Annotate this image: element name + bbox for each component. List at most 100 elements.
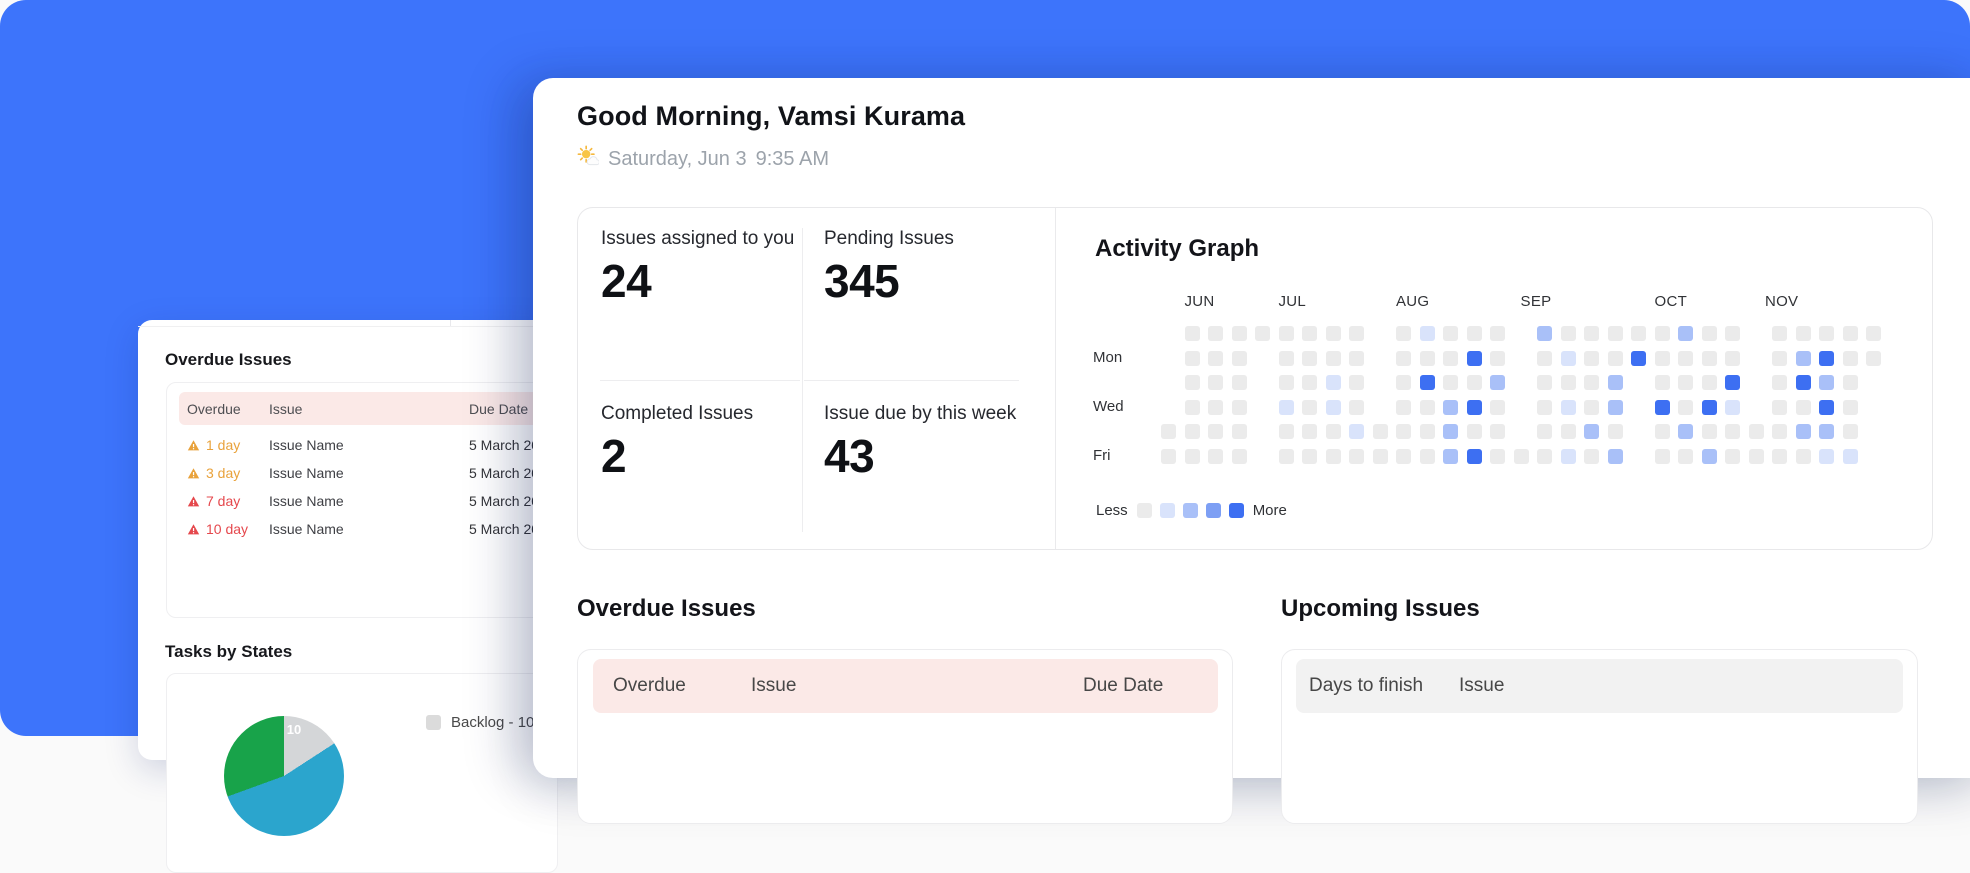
activity-cell[interactable] xyxy=(1584,449,1599,464)
activity-cell[interactable] xyxy=(1560,326,1576,341)
activity-cell[interactable] xyxy=(1701,424,1717,440)
activity-cell[interactable] xyxy=(1842,350,1858,366)
activity-cell[interactable] xyxy=(1349,449,1364,464)
activity-cell[interactable] xyxy=(1654,449,1670,464)
activity-cell[interactable] xyxy=(1466,326,1482,341)
activity-cell[interactable] xyxy=(1161,424,1176,440)
activity-cell[interactable] xyxy=(1678,350,1693,366)
activity-cell[interactable] xyxy=(1537,375,1552,391)
activity-cell[interactable] xyxy=(1466,449,1482,464)
activity-cell[interactable] xyxy=(1772,326,1787,341)
activity-cell[interactable] xyxy=(1396,350,1411,366)
activity-cell[interactable] xyxy=(1466,424,1482,440)
activity-cell[interactable] xyxy=(1725,350,1740,366)
activity-cell[interactable] xyxy=(1819,375,1834,391)
activity-cell[interactable] xyxy=(1725,449,1740,464)
activity-cell[interactable] xyxy=(1819,326,1834,341)
activity-cell[interactable] xyxy=(1701,326,1717,341)
activity-cell[interactable] xyxy=(1466,350,1482,366)
activity-cell[interactable] xyxy=(1842,375,1858,391)
activity-cell[interactable] xyxy=(1208,399,1223,415)
bg-overdue-row[interactable]: 10 day Issue Name 5 March 202 xyxy=(167,521,557,541)
activity-cell[interactable] xyxy=(1490,424,1505,440)
activity-cell[interactable] xyxy=(1725,326,1740,341)
activity-cell[interactable] xyxy=(1701,449,1717,464)
activity-cell[interactable] xyxy=(1443,399,1458,415)
activity-cell[interactable] xyxy=(1654,350,1670,366)
activity-cell[interactable] xyxy=(1678,375,1693,391)
activity-cell[interactable] xyxy=(1231,326,1247,341)
activity-cell[interactable] xyxy=(1396,424,1411,440)
activity-cell[interactable] xyxy=(1537,424,1552,440)
activity-cell[interactable] xyxy=(1349,350,1364,366)
activity-cell[interactable] xyxy=(1560,399,1576,415)
activity-cell[interactable] xyxy=(1208,350,1223,366)
activity-cell[interactable] xyxy=(1278,449,1294,464)
activity-cell[interactable] xyxy=(1842,399,1858,415)
activity-cell[interactable] xyxy=(1795,375,1811,391)
activity-cell[interactable] xyxy=(1349,375,1364,391)
activity-cell[interactable] xyxy=(1302,350,1317,366)
activity-cell[interactable] xyxy=(1607,399,1623,415)
activity-cell[interactable] xyxy=(1231,449,1247,464)
activity-cell[interactable] xyxy=(1443,424,1458,440)
activity-cell[interactable] xyxy=(1842,424,1858,440)
activity-cell[interactable] xyxy=(1795,326,1811,341)
activity-cell[interactable] xyxy=(1819,399,1834,415)
activity-cell[interactable] xyxy=(1443,350,1458,366)
activity-cell[interactable] xyxy=(1560,350,1576,366)
activity-cell[interactable] xyxy=(1419,449,1435,464)
activity-cell[interactable] xyxy=(1396,375,1411,391)
activity-cell[interactable] xyxy=(1302,424,1317,440)
activity-cell[interactable] xyxy=(1325,449,1341,464)
activity-cell[interactable] xyxy=(1349,424,1364,440)
activity-cell[interactable] xyxy=(1490,399,1505,415)
activity-cell[interactable] xyxy=(1631,350,1646,366)
activity-cell[interactable] xyxy=(1701,399,1717,415)
activity-cell[interactable] xyxy=(1208,449,1223,464)
activity-cell[interactable] xyxy=(1654,424,1670,440)
activity-cell[interactable] xyxy=(1443,326,1458,341)
activity-cell[interactable] xyxy=(1560,375,1576,391)
activity-cell[interactable] xyxy=(1678,424,1693,440)
activity-cell[interactable] xyxy=(1349,326,1364,341)
activity-cell[interactable] xyxy=(1607,424,1623,440)
activity-cell[interactable] xyxy=(1819,449,1834,464)
activity-cell[interactable] xyxy=(1325,350,1341,366)
activity-cell[interactable] xyxy=(1396,449,1411,464)
activity-cell[interactable] xyxy=(1819,350,1834,366)
activity-cell[interactable] xyxy=(1866,350,1881,366)
activity-cell[interactable] xyxy=(1231,375,1247,391)
activity-cell[interactable] xyxy=(1678,449,1693,464)
tasks-pie-chart[interactable]: 10 xyxy=(224,716,344,836)
activity-cell[interactable] xyxy=(1819,424,1834,440)
activity-cell[interactable] xyxy=(1419,326,1435,341)
bg-overdue-row[interactable]: 3 day Issue Name 5 March 202 xyxy=(167,465,557,485)
activity-cell[interactable] xyxy=(1678,399,1693,415)
activity-cell[interactable] xyxy=(1490,375,1505,391)
activity-cell[interactable] xyxy=(1255,326,1270,341)
activity-cell[interactable] xyxy=(1678,326,1693,341)
activity-cell[interactable] xyxy=(1584,424,1599,440)
activity-cell[interactable] xyxy=(1772,375,1787,391)
activity-cell[interactable] xyxy=(1184,350,1200,366)
activity-cell[interactable] xyxy=(1302,399,1317,415)
activity-cell[interactable] xyxy=(1184,424,1200,440)
activity-cell[interactable] xyxy=(1748,424,1764,440)
activity-cell[interactable] xyxy=(1772,424,1787,440)
activity-cell[interactable] xyxy=(1325,424,1341,440)
activity-cell[interactable] xyxy=(1396,399,1411,415)
activity-cell[interactable] xyxy=(1302,375,1317,391)
activity-cell[interactable] xyxy=(1419,399,1435,415)
activity-cell[interactable] xyxy=(1607,375,1623,391)
activity-cell[interactable] xyxy=(1631,326,1646,341)
activity-cell[interactable] xyxy=(1372,424,1388,440)
activity-cell[interactable] xyxy=(1654,399,1670,415)
activity-cell[interactable] xyxy=(1278,350,1294,366)
activity-cell[interactable] xyxy=(1795,399,1811,415)
activity-cell[interactable] xyxy=(1184,449,1200,464)
activity-cell[interactable] xyxy=(1772,350,1787,366)
activity-cell[interactable] xyxy=(1490,350,1505,366)
activity-cell[interactable] xyxy=(1654,326,1670,341)
activity-cell[interactable] xyxy=(1325,399,1341,415)
